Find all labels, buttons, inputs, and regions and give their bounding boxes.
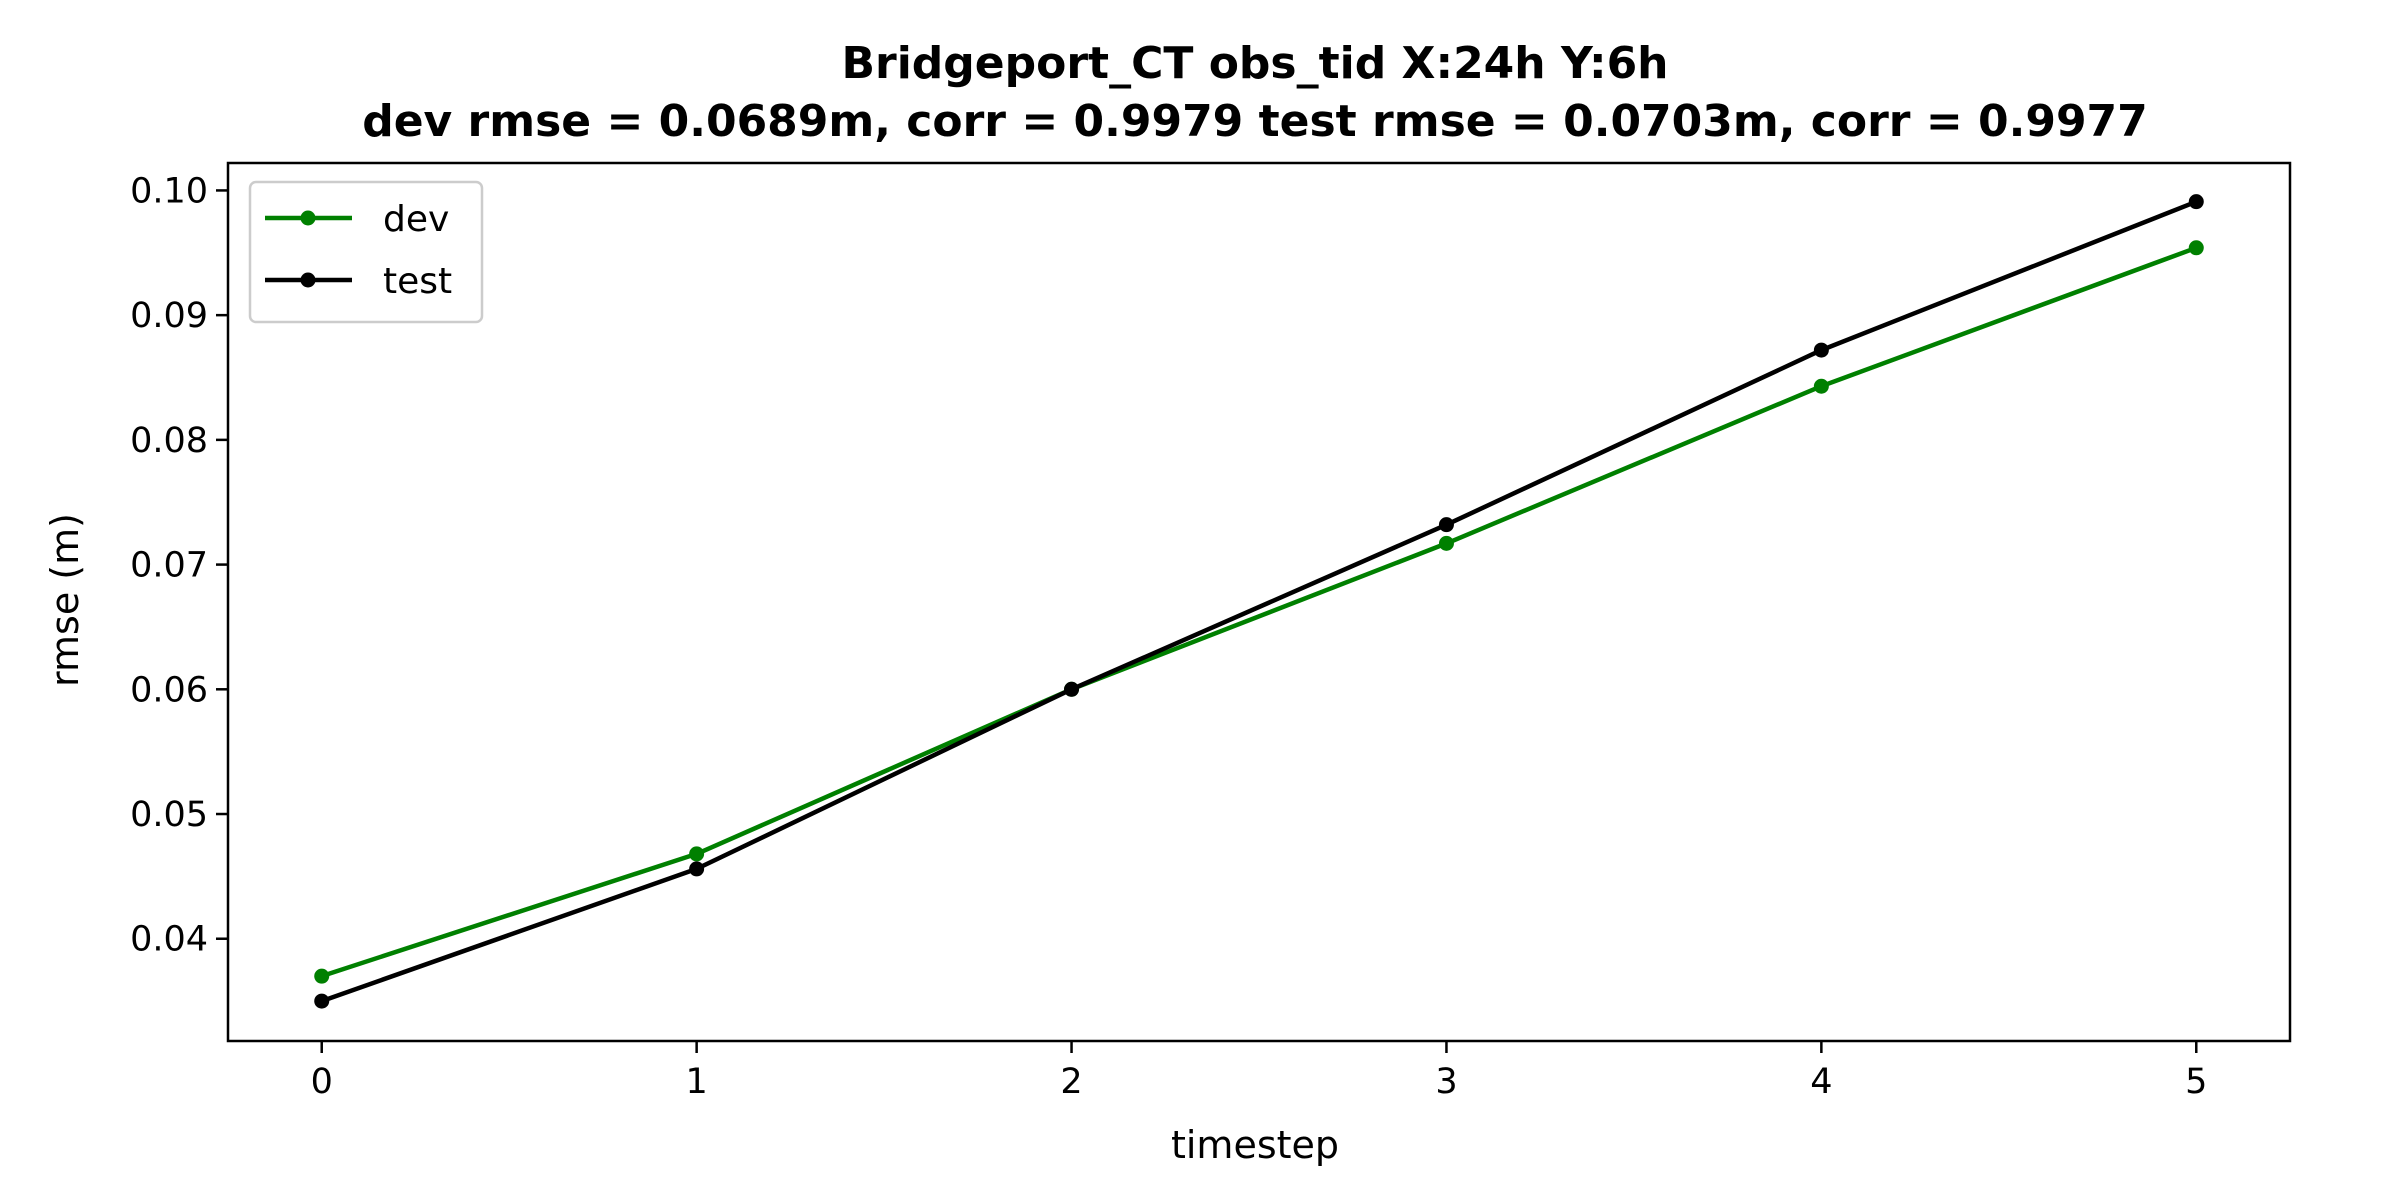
plot-area: 0 1 2 3 4 5 0.04 0.05 0.06 0.07 0.08 0.09 0.10 dev tes…	[130, 161, 2292, 1102]
chart-subtitle: dev rmse = 0.0689m, corr = 0.9979 test r…	[362, 96, 2148, 147]
data-point-dev	[689, 846, 705, 862]
series-line-test	[319, 199, 2199, 1004]
data-point-test	[2188, 194, 2204, 210]
x-tick-label: 2	[1060, 1062, 1082, 1102]
x-tick-label: 4	[1810, 1062, 1832, 1102]
y-tick-label: 0.10	[130, 171, 208, 211]
legend-marker-dev	[300, 210, 316, 226]
data-point-test	[314, 993, 330, 1009]
plot-frame	[226, 161, 2292, 1043]
y-tick-label: 0.09	[130, 296, 208, 336]
chart-title: Bridgeport_CT obs_tid X:24h Y:6h	[841, 38, 1668, 89]
legend-marker-test	[300, 272, 316, 288]
y-tick-label: 0.07	[130, 546, 208, 586]
data-point-dev	[2188, 240, 2204, 256]
data-point-test	[1064, 681, 1080, 697]
y-tick-label: 0.08	[130, 421, 208, 461]
data-point-dev	[1438, 535, 1454, 551]
data-point-test	[1813, 342, 1829, 358]
x-axis-label: timestep	[1171, 1123, 1339, 1167]
legend-label-test: test	[383, 261, 452, 302]
data-point-dev	[314, 968, 330, 984]
data-point-test	[689, 861, 705, 877]
y-tick-label: 0.05	[130, 795, 208, 835]
data-point-test	[1438, 517, 1454, 533]
data-point-dev	[1813, 378, 1829, 394]
x-tick-label: 3	[1435, 1062, 1457, 1102]
series-line-dev	[319, 245, 2199, 979]
y-tick-label: 0.04	[130, 920, 208, 960]
legend: dev test	[248, 180, 484, 324]
x-tick-label: 0	[311, 1062, 333, 1102]
legend-label-dev: dev	[383, 199, 449, 240]
x-tick-label: 1	[685, 1062, 707, 1102]
x-tick-label: 5	[2185, 1062, 2207, 1102]
y-axis-label: rmse (m)	[43, 513, 87, 687]
y-tick-label: 0.06	[130, 670, 208, 710]
